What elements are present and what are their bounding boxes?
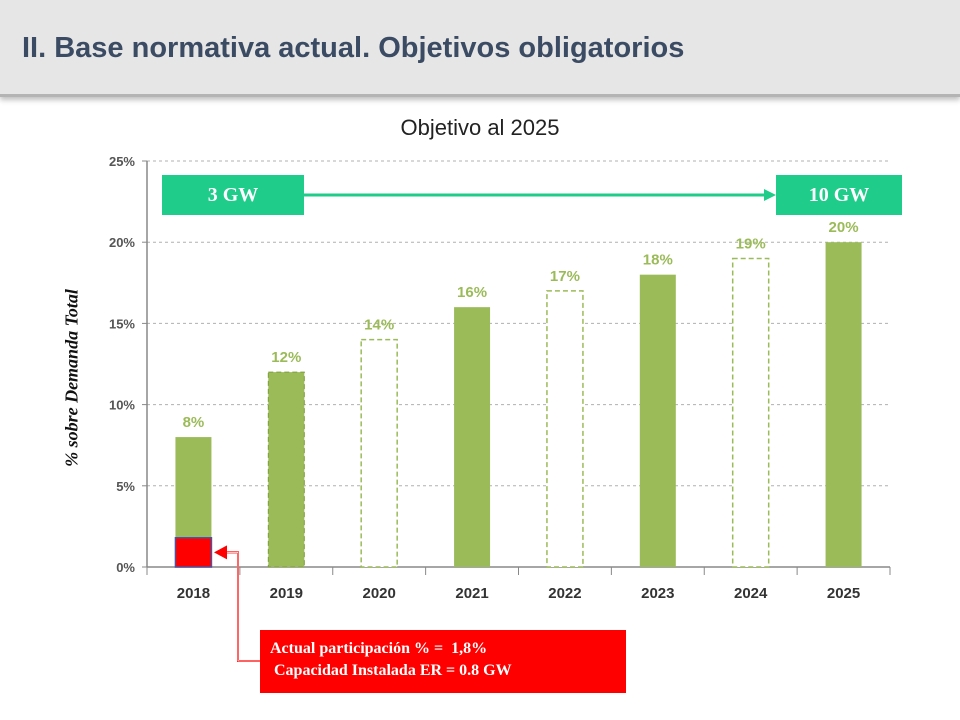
bar-value-label: 19%	[736, 235, 766, 252]
note-line-1: Actual participación % = 1,8%	[270, 640, 488, 657]
y-tick-label: 15%	[109, 316, 135, 331]
bar	[454, 307, 491, 567]
bar	[360, 338, 398, 568]
x-tick-label: 2024	[734, 585, 768, 602]
current-value-marker	[174, 537, 213, 568]
bar	[546, 290, 584, 568]
x-tick-label: 2022	[548, 585, 581, 602]
bar-value-label: 12%	[271, 349, 301, 366]
bar-value-label: 14%	[364, 317, 394, 334]
bar	[731, 257, 770, 568]
x-tick-label: 2018	[177, 585, 210, 602]
x-tick-label: 2019	[270, 585, 303, 602]
x-tick-label: 2021	[455, 585, 488, 602]
bar	[267, 371, 305, 568]
bar-value-label: 16%	[457, 284, 487, 301]
bar-value-label: 17%	[550, 268, 580, 285]
x-tick-label: 2023	[641, 585, 674, 602]
current-status-note: Actual participación % = 1,8% Capacidad …	[260, 630, 626, 693]
header-bar: II. Base normativa actual. Objetivos obl…	[0, 0, 960, 97]
y-tick-label: 20%	[109, 235, 135, 250]
start-capacity-box: 3 GW	[162, 175, 304, 215]
y-axis-label: % sobre Demanda Total	[61, 289, 82, 467]
note-connector-outline	[226, 551, 260, 662]
y-tick-label: 10%	[109, 398, 135, 413]
bar-value-label: 20%	[829, 219, 859, 236]
capacity-arrow-head	[764, 189, 776, 201]
note-connector-arrowhead	[214, 545, 227, 560]
bar-value-label: 18%	[643, 252, 673, 269]
page-title: II. Base normativa actual. Objetivos obl…	[22, 32, 685, 64]
x-tick-label: 2020	[363, 585, 396, 602]
bar	[825, 242, 862, 567]
note-line-2: Capacidad Instalada ER = 0.8 GW	[270, 662, 512, 679]
y-tick-label: 5%	[116, 479, 135, 494]
x-tick-label: 2025	[827, 585, 860, 602]
y-tick-label: 25%	[109, 154, 135, 169]
chart-title: Objetivo al 2025	[400, 115, 560, 140]
y-tick-label: 0%	[116, 560, 135, 575]
bar-value-label: 8%	[183, 414, 205, 431]
end-capacity-box: 10 GW	[776, 175, 902, 215]
bar	[639, 274, 676, 567]
note-connector-inner	[226, 551, 260, 662]
